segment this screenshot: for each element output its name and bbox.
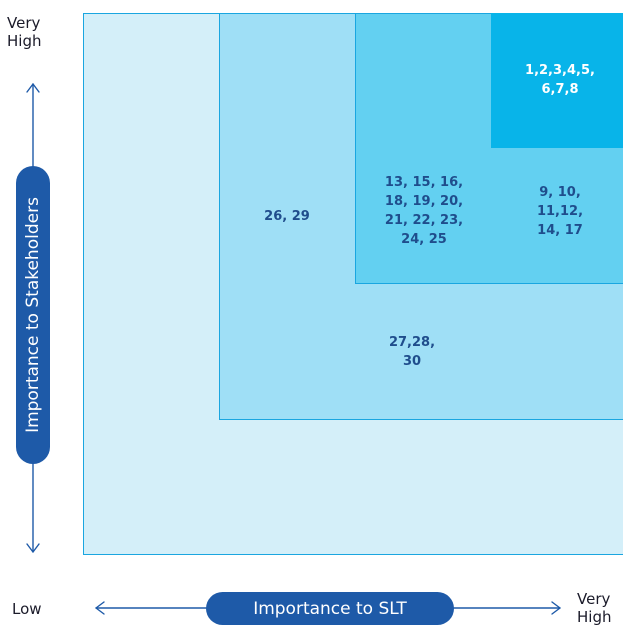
zone-4-label: 1,2,3,4,5, 6,7,8	[525, 63, 595, 97]
y-axis-arrow-up-icon	[26, 83, 40, 93]
y-axis-pill: Importance to Stakeholders	[16, 166, 50, 464]
x-axis-arrow-left-icon	[95, 601, 105, 615]
y-axis-arrow-down-icon	[26, 543, 40, 553]
x-axis-right-label: Very High	[577, 590, 612, 626]
y-axis-top-label: Very High	[7, 14, 42, 50]
zone-2-label-left: 26, 29	[264, 209, 310, 224]
x-axis-title: Importance to SLT	[253, 598, 407, 619]
x-axis-left-label: Low	[12, 600, 42, 618]
x-axis-pill: Importance to SLT	[206, 592, 454, 625]
zone-3-label-right: 9, 10, 11,12, 14, 17	[536, 185, 584, 238]
y-axis-title: Importance to Stakeholders	[23, 197, 44, 433]
zone-level-4	[491, 13, 623, 148]
zone-3-label-left: 13, 15, 16, 18, 19, 20, 21, 22, 23, 24, …	[384, 175, 464, 247]
zone-2-label-bottom: 27,28, 30	[388, 335, 436, 369]
x-axis-arrow-right-icon	[551, 601, 561, 615]
